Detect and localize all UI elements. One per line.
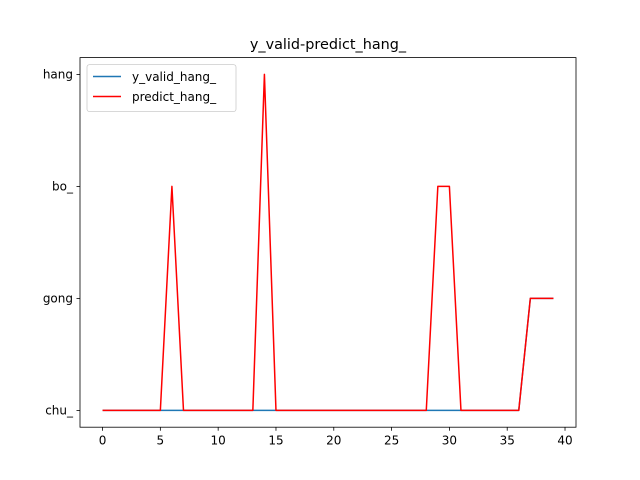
series-line-predict-hang bbox=[102, 73, 554, 412]
axes-layer: 0 5 10 15 20 25 30 35 40 chu_ gong bo_ hang bbox=[43, 57, 577, 448]
x-tick-label: 5 bbox=[157, 434, 165, 448]
x-tick-label: 15 bbox=[268, 434, 283, 448]
y-tick-label: bo_ bbox=[52, 180, 74, 194]
plot-area bbox=[80, 57, 576, 428]
y-tick-label: hang bbox=[43, 68, 73, 82]
x-tick-label: 0 bbox=[99, 434, 107, 448]
x-tick-label: 10 bbox=[211, 434, 226, 448]
x-tick-label: 35 bbox=[500, 434, 515, 448]
y-tick-label: chu_ bbox=[45, 404, 74, 418]
axes-frame bbox=[79, 57, 577, 428]
legend-label-y-valid-hang: y_valid_hang_ bbox=[132, 70, 217, 84]
x-tick-label: 25 bbox=[384, 434, 399, 448]
chart-title: y_valid-predict_hang_ bbox=[250, 37, 407, 53]
x-tick-label: 20 bbox=[326, 434, 341, 448]
y-tick-label: gong bbox=[43, 292, 73, 306]
x-tick-label: 40 bbox=[557, 434, 572, 448]
legend-label-predict-hang: predict_hang_ bbox=[132, 90, 217, 104]
x-tick-label: 30 bbox=[442, 434, 457, 448]
series-layer bbox=[102, 73, 554, 412]
legend-box bbox=[86, 64, 237, 112]
legend: y_valid_hang_ predict_hang_ bbox=[86, 64, 237, 112]
